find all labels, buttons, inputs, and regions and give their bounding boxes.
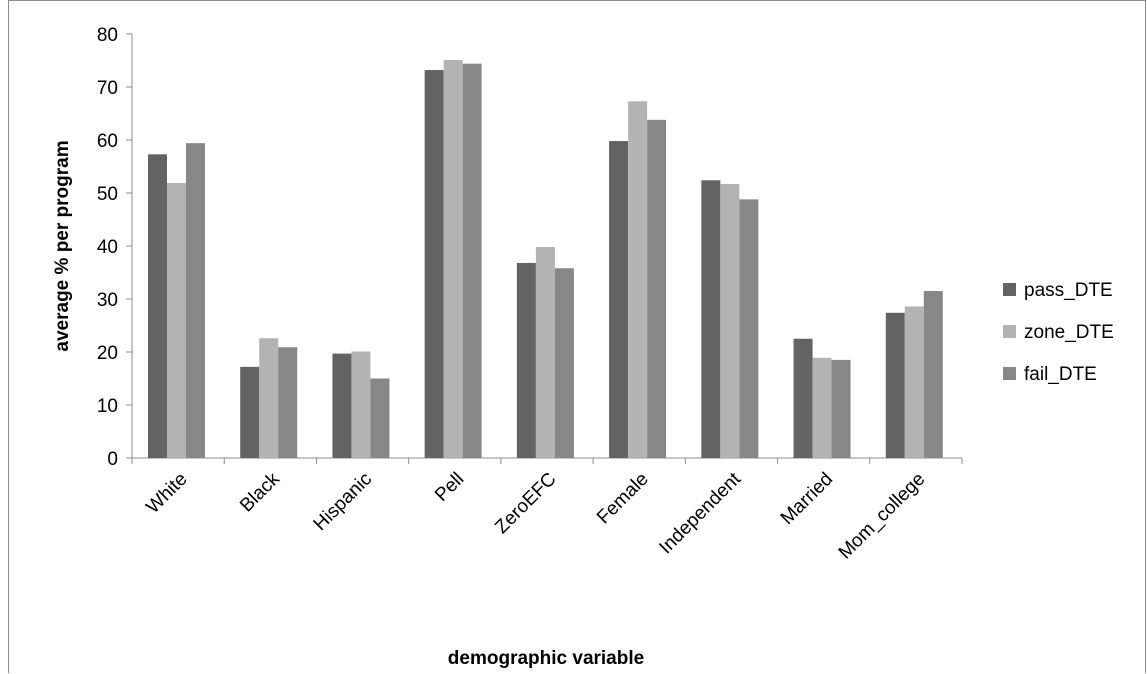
category-label: Married [777,469,837,529]
bar-fail_DTE-Independent [739,199,759,459]
bar-zone_DTE-Black [259,338,279,458]
category-label: White [142,469,191,518]
bar-zone_DTE-Pell [443,59,463,458]
bar-pass_DTE-Pell [424,70,444,458]
bar-pass_DTE-Black [240,366,260,458]
category-label: ZeroEFC [491,469,560,538]
bar-fail_DTE-Mom_college [923,291,943,458]
category-label: Female [593,469,653,529]
legend-swatch-pass_DTE [1003,283,1016,296]
category-label: Hispanic [310,469,376,535]
category-label: Pell [431,469,468,506]
bar-pass_DTE-ZeroEFC [516,262,536,458]
bar-fail_DTE-Married [831,359,851,458]
bar-pass_DTE-White [148,154,167,458]
x-axis-title: demographic variable [448,648,644,669]
bar-fail_DTE-Hispanic [370,378,390,458]
y-tick-label: 10 [97,396,118,417]
bar-zone_DTE-Hispanic [351,351,371,458]
legend-label: pass_DTE [1024,280,1113,301]
y-tick-label: 40 [97,237,118,258]
bar-zone_DTE-Mom_college [904,306,924,458]
x-axis [131,457,963,464]
y-axis: 0 10 20 30 40 50 60 70 80 [97,25,133,470]
y-tick-label: 30 [97,290,118,311]
y-tick-label: 80 [97,25,118,46]
category-label: Mom_college [835,469,930,564]
category-label: Black [236,468,284,516]
bar-zone_DTE-Married [812,357,832,458]
bar-pass_DTE-Mom_college [885,312,905,458]
legend-swatch-zone_DTE [1003,325,1016,338]
legend-label: fail_DTE [1024,364,1097,385]
bar-zone_DTE-Independent [720,183,740,459]
y-axis-title: average % per program [52,140,73,351]
category-labels: White Black Hispanic Pell ZeroEFC Female Indep… [142,468,929,563]
bar-fail_DTE-Pell [462,63,482,459]
category-label: Independent [655,468,745,558]
bars [148,59,943,459]
bar-fail_DTE-Female [647,119,667,459]
legend-label: zone_DTE [1024,322,1114,343]
bar-zone_DTE-Female [628,101,648,458]
bar-pass_DTE-Hispanic [332,353,352,458]
y-tick-label: 60 [97,131,118,152]
bar-fail_DTE-ZeroEFC [554,268,574,458]
y-tick-label: 20 [97,343,118,364]
bar-zone_DTE-ZeroEFC [535,247,555,458]
legend: pass_DTE zone_DTE fail_DTE [1003,280,1114,385]
bar-pass_DTE-Married [793,338,813,458]
y-tick-label: 50 [97,184,118,205]
bar-fail_DTE-Black [278,347,298,458]
bar-fail_DTE-White [186,143,205,458]
y-tick-label: 0 [107,449,118,470]
bar-zone_DTE-White [167,182,186,458]
bar-pass_DTE-Independent [701,180,721,458]
legend-swatch-fail_DTE [1003,367,1016,380]
bar-pass_DTE-Female [609,141,629,458]
y-tick-label: 70 [97,78,118,99]
